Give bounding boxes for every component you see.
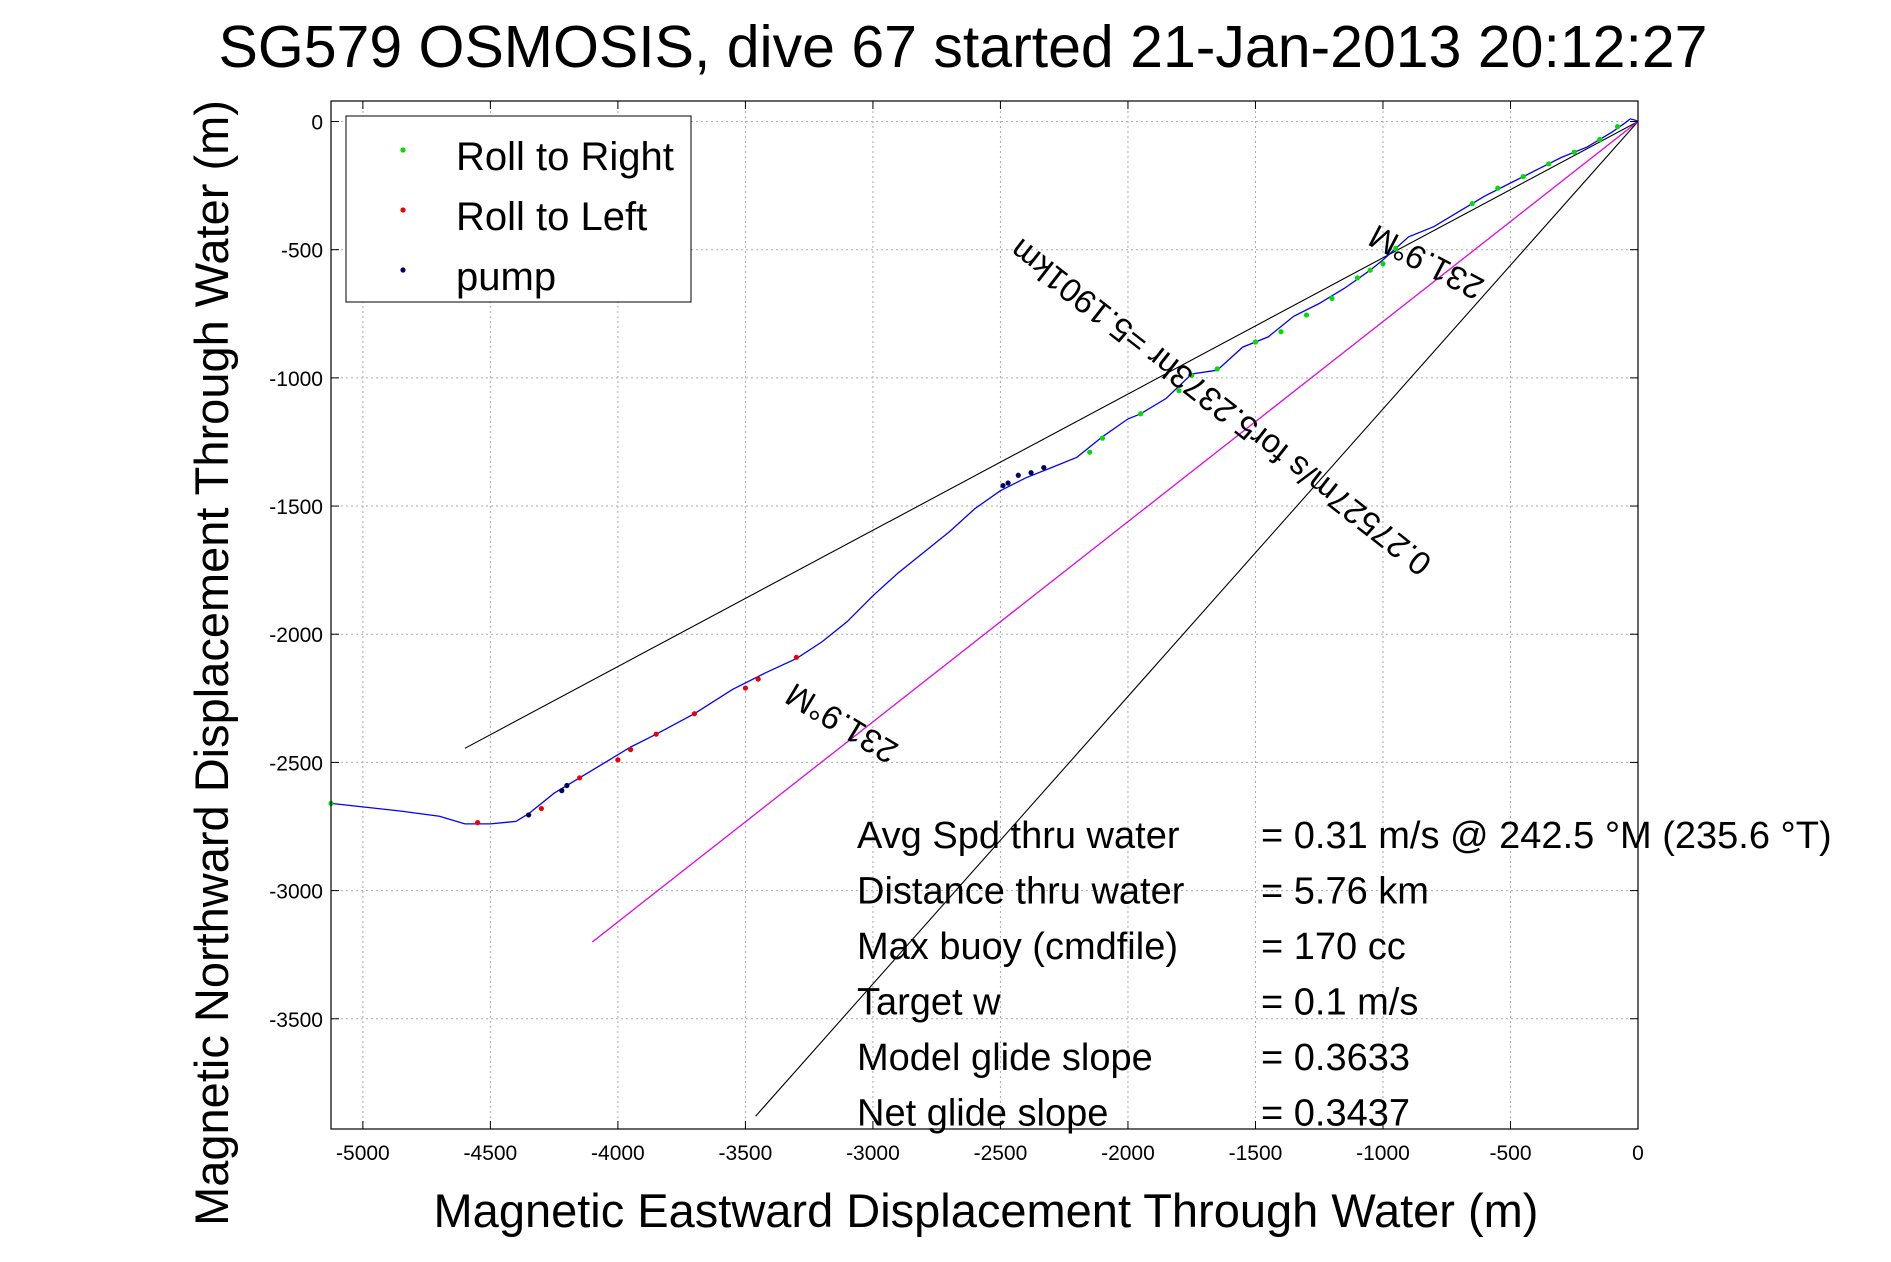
y-tick-label: 0: [311, 112, 323, 135]
stat-label: Model glide slope: [857, 1037, 1153, 1079]
x-tick-label: 0: [1632, 1142, 1644, 1165]
roll-right-point: [1520, 174, 1526, 180]
x-tick-label: -2500: [974, 1142, 1028, 1165]
pump-point: [564, 782, 570, 789]
roll-right-point: [1597, 136, 1603, 143]
roll-left-point: [475, 820, 481, 826]
roll-right-point: [1252, 339, 1259, 345]
legend-marker: [400, 147, 406, 153]
tick-labels: -5000 -4500 -4000 -3500 -3000 -2500 -2000 -1500…: [269, 101, 1644, 1165]
reference-line-1: [755, 121, 1639, 1117]
roll-right-point: [1380, 261, 1386, 267]
roll-left-point: [755, 676, 761, 682]
stat-value: = 5.76 km: [1261, 871, 1429, 913]
x-tick-label: -2000: [1101, 1142, 1155, 1165]
x-tick-label: -1000: [1356, 1142, 1410, 1165]
roll-right-point: [1393, 245, 1399, 252]
roll-right-point: [1099, 435, 1106, 441]
legend-label: Roll to Right: [456, 135, 674, 179]
line-annotation-2: 0.27527m/s for5.2373hr =5.1901km: [1003, 232, 1439, 584]
legend-marker: [400, 267, 406, 273]
roll-left-point: [742, 685, 749, 691]
roll-right-point: [1546, 161, 1552, 167]
roll-right-point: [1138, 411, 1144, 417]
roll-left-point: [628, 746, 634, 753]
line-annotation-0: 231.9°M: [779, 676, 904, 771]
roll-right-point: [1329, 295, 1335, 301]
roll-right-point: [1354, 275, 1361, 281]
stat-label: Target w: [857, 982, 1001, 1024]
roll-right-point: [1367, 267, 1373, 273]
roll-right-point: [1278, 329, 1284, 335]
glider-track-line: [330, 118, 1639, 825]
pump-point: [1005, 480, 1011, 486]
roll-right-point: [1469, 200, 1475, 207]
stat-label: Max buoy (cmdfile): [857, 926, 1178, 968]
legend: Roll to Right Roll to Left pump: [345, 115, 692, 303]
stat-value: = 170 cc: [1261, 926, 1406, 968]
x-tick-label: -5000: [336, 1142, 390, 1165]
roll-left-point: [793, 654, 800, 660]
pump-point: [1000, 482, 1006, 489]
roll-right-point: [1571, 149, 1577, 155]
stat-value: = 0.3633: [1261, 1037, 1410, 1079]
stat-label: Net glide slope: [857, 1093, 1108, 1135]
y-tick-label: -3500: [269, 1009, 323, 1032]
y-tick-label: -3000: [269, 881, 323, 904]
stat-value: = 0.1 m/s: [1261, 982, 1418, 1024]
x-axis-label: Magnetic Eastward Displacement Through W…: [434, 1184, 1539, 1237]
x-tick-label: -4500: [464, 1142, 518, 1165]
stat-label: Distance thru water: [857, 871, 1185, 913]
roll-right-point: [1614, 124, 1621, 130]
pump-point: [559, 788, 565, 794]
pump-point: [1028, 470, 1034, 476]
plot-frame: [330, 100, 1639, 1130]
roll-right-point: [1189, 372, 1195, 378]
roll-left-point: [615, 757, 621, 763]
y-tick-label: -500: [281, 240, 323, 263]
roll-left-point: [538, 805, 544, 812]
roll-right-point: [1303, 312, 1310, 318]
y-tick-label: -2000: [269, 624, 323, 647]
x-tick-label: -1500: [1229, 1142, 1283, 1165]
pump-point: [526, 812, 532, 818]
roll-right-point: [1176, 388, 1182, 394]
y-tick-label: -2500: [269, 752, 323, 775]
x-tick-label: -3500: [719, 1142, 773, 1165]
stat-value: = 0.3437: [1261, 1093, 1410, 1135]
roll-right-point: [1087, 449, 1093, 455]
y-axis-label: Magnetic Northward Displacement Through …: [185, 100, 238, 1226]
pump-point: [1041, 464, 1047, 471]
stat-value: = 0.31 m/s @ 242.5 °M (235.6 °T): [1261, 815, 1832, 857]
reference-line-0: [464, 121, 1639, 749]
stat-label: Avg Spd thru water: [857, 815, 1180, 857]
stats-block: Avg Spd thru water = 0.31 m/s @ 242.5 °M …: [857, 815, 1832, 1135]
y-tick-label: -1500: [269, 496, 323, 519]
legend-label: pump: [456, 255, 556, 299]
grid: [331, 101, 1639, 1129]
legend-marker: [400, 207, 406, 213]
x-tick-label: -4000: [591, 1142, 645, 1165]
legend-label: Roll to Left: [456, 195, 647, 239]
roll-right-point: [1214, 366, 1220, 372]
chart-title: SG579 OSMOSIS, dive 67 started 21-Jan-20…: [218, 14, 1707, 80]
reference-line-3: [592, 121, 1639, 943]
x-tick-label: -500: [1489, 1142, 1531, 1165]
pump-point: [1015, 472, 1021, 478]
roll-right-point: [1495, 185, 1501, 191]
roll-left-point: [691, 711, 698, 717]
x-tick-label: -3000: [846, 1142, 900, 1165]
roll-left-point: [577, 775, 583, 781]
roll-left-point: [653, 731, 659, 737]
y-tick-label: -1000: [269, 368, 323, 391]
